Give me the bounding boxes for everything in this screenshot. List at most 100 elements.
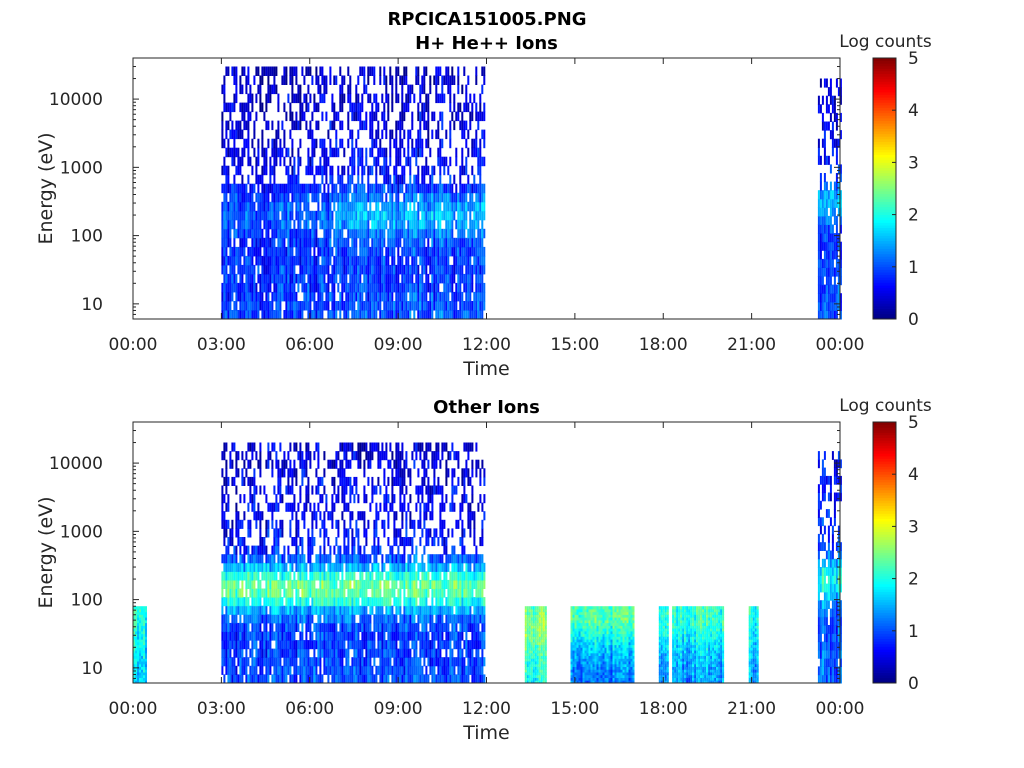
cell [221, 605, 224, 615]
cell [477, 111, 480, 122]
cell [279, 237, 282, 248]
cell [471, 237, 474, 248]
cell [367, 246, 370, 257]
cell [247, 192, 250, 203]
cell [361, 554, 364, 564]
cell [477, 219, 480, 230]
cell [481, 291, 484, 302]
colorbar-segment [873, 232, 896, 236]
cell [145, 609, 147, 613]
cell [139, 625, 141, 629]
cell [395, 579, 398, 589]
cell [355, 210, 358, 221]
cell [237, 597, 240, 607]
cell [335, 674, 338, 684]
cell [473, 138, 476, 149]
cell [253, 588, 256, 598]
cell [139, 672, 141, 676]
cell [247, 264, 250, 275]
cell [385, 219, 388, 230]
cell [465, 237, 468, 248]
cell [221, 657, 224, 667]
cell [237, 674, 240, 684]
cell [279, 291, 282, 302]
cell [299, 485, 302, 495]
cell [347, 442, 350, 452]
cell [235, 120, 238, 131]
cell [361, 228, 364, 239]
cell [221, 111, 224, 122]
cell [349, 631, 352, 641]
cell [275, 597, 278, 607]
cell [433, 282, 436, 293]
cell [139, 661, 141, 665]
cell [227, 228, 230, 239]
cell [353, 147, 356, 158]
cell [333, 192, 336, 203]
cell [403, 605, 406, 615]
cell [431, 282, 434, 293]
cell [299, 120, 302, 131]
cell [251, 588, 254, 598]
cell [393, 301, 396, 311]
colorbar-segment [873, 97, 896, 101]
cell [299, 310, 302, 320]
cell [297, 210, 300, 221]
cell [479, 237, 482, 248]
cell [263, 674, 266, 684]
cell [359, 622, 362, 632]
cell [271, 210, 274, 221]
cell [271, 138, 274, 149]
cell [367, 301, 370, 311]
cell [421, 147, 424, 158]
cell [831, 224, 834, 234]
cell [371, 588, 374, 598]
cell [355, 282, 358, 293]
cell [825, 284, 828, 294]
cell [239, 301, 242, 311]
cell [301, 537, 304, 547]
cell [309, 120, 312, 131]
cell [265, 605, 268, 615]
cell [377, 301, 380, 311]
cell [329, 66, 332, 76]
cell [401, 614, 404, 624]
cell [345, 310, 348, 320]
cell [139, 674, 141, 678]
cell [447, 183, 450, 194]
cell [271, 554, 274, 564]
cell [369, 210, 372, 221]
x-tick-label: 00:00 [816, 335, 865, 355]
cell [303, 588, 306, 598]
cell [253, 442, 256, 452]
cell [285, 201, 288, 212]
cell [303, 228, 306, 239]
cell [343, 442, 346, 452]
cell [255, 545, 258, 555]
cell [461, 246, 464, 257]
cell [301, 183, 304, 194]
cell [351, 511, 354, 521]
cell [303, 219, 306, 230]
cell [389, 183, 392, 194]
cell [469, 291, 472, 302]
cell [379, 301, 382, 311]
cell [139, 617, 141, 621]
cell [415, 282, 418, 293]
cell [411, 111, 414, 122]
cell [251, 237, 254, 248]
cell [289, 665, 292, 675]
cell [221, 665, 224, 675]
cell [477, 147, 480, 158]
cell [393, 219, 396, 230]
cell [309, 228, 312, 239]
cell [249, 201, 252, 212]
cell [225, 528, 228, 538]
cell [481, 111, 484, 122]
cell [347, 597, 350, 607]
cell [315, 183, 318, 194]
cell [325, 255, 328, 266]
cell [349, 476, 352, 486]
cell [317, 605, 320, 615]
cell [133, 617, 135, 621]
